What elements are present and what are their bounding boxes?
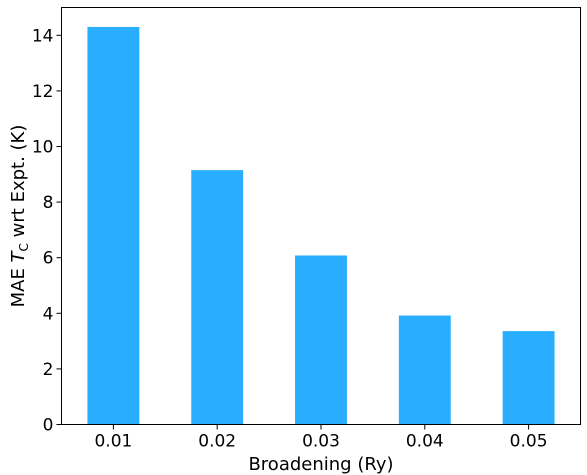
x-axis-label: Broadening (Ry) xyxy=(248,454,393,475)
y-tick-label: 6 xyxy=(43,249,54,269)
x-tick-label: 0.05 xyxy=(510,432,548,452)
bars-group xyxy=(87,26,555,425)
bar-0.05 xyxy=(502,331,555,425)
x-tick-label: 0.04 xyxy=(406,432,444,452)
bar-0.02 xyxy=(191,170,244,425)
y-tick-label: 10 xyxy=(32,138,54,158)
y-tick-label: 14 xyxy=(32,26,54,46)
y-tick-label: 0 xyxy=(43,416,54,436)
x-tick-label: 0.01 xyxy=(94,432,132,452)
y-tick-label: 2 xyxy=(43,360,54,380)
y-tick-label: 12 xyxy=(32,82,54,102)
y-axis-label: MAE TC wrt Expt. (K) xyxy=(8,125,31,308)
y-axis: 0 2 4 6 8 10 12 14 xyxy=(32,26,62,436)
bar-0.04 xyxy=(398,315,451,425)
x-tick-label: 0.03 xyxy=(302,432,340,452)
y-tick-label: 8 xyxy=(43,193,54,213)
bar-0.01 xyxy=(87,26,140,425)
x-axis: 0.01 0.02 0.03 0.04 0.05 xyxy=(94,424,548,452)
x-tick-label: 0.02 xyxy=(198,432,236,452)
y-tick-label: 4 xyxy=(43,304,54,324)
bar-0.03 xyxy=(295,255,347,425)
